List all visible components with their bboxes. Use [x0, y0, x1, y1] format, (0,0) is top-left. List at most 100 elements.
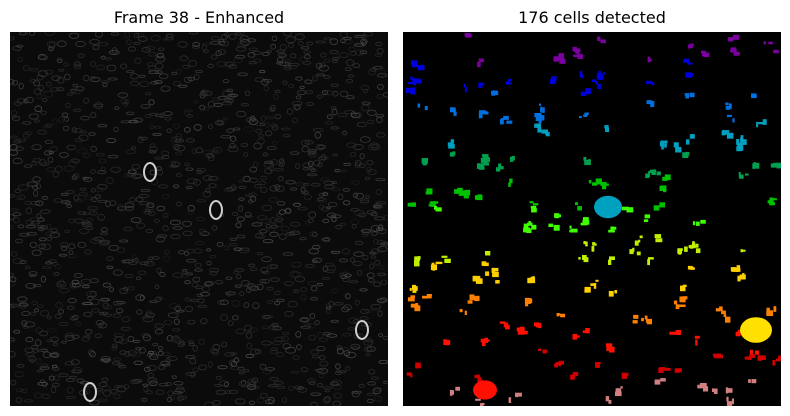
cell-blob [480, 403, 484, 406]
cell-blob [556, 313, 566, 318]
cell-blob [407, 78, 416, 85]
cell-blob [604, 125, 609, 132]
cell-blob [572, 46, 581, 54]
cell-blob [735, 329, 742, 337]
cell-blob [730, 47, 740, 56]
cell-blob [694, 335, 700, 346]
cell-blob [770, 162, 781, 169]
cell-blob [530, 205, 537, 213]
cell-blob [736, 142, 744, 152]
cell-blob [584, 286, 591, 293]
cell-blob [550, 76, 557, 85]
cell-blob [673, 142, 682, 153]
cell-blob [463, 83, 467, 93]
cell-blob [478, 110, 489, 119]
cell-blob [417, 103, 428, 111]
cell-blob [697, 383, 709, 392]
cell-blob [740, 249, 746, 253]
cell-blob [595, 362, 601, 368]
cell-blob [646, 80, 655, 86]
cell-blob [726, 132, 734, 139]
cell-blob [685, 72, 694, 78]
cell-blob [725, 102, 732, 110]
cell-blob [680, 284, 687, 292]
cell-blob [464, 32, 472, 38]
cell-blob [687, 43, 694, 49]
bright-cell-right [355, 320, 369, 340]
cell-blob [687, 265, 695, 270]
cell-blob [485, 251, 491, 256]
cell-blob [575, 202, 582, 211]
cell-segmentation-canvas [403, 32, 781, 406]
cell-blob [596, 70, 606, 80]
cell-blob [459, 309, 467, 315]
cell-blob [744, 354, 756, 360]
cell-blob [591, 242, 597, 252]
cell-blob [481, 261, 489, 267]
cell-blob [580, 217, 590, 226]
cell-blob [712, 388, 718, 394]
cell-blob [721, 130, 730, 136]
cell-blob [480, 337, 490, 347]
large-cell-yellow [740, 317, 772, 343]
cell-blob [632, 314, 639, 324]
cell-blob [480, 154, 490, 163]
cell-blob [474, 374, 483, 383]
cell-blob [570, 372, 579, 380]
cell-blob [750, 349, 759, 356]
cell-blob [647, 56, 652, 63]
enhanced-frame-image [10, 32, 388, 406]
cell-blob [524, 297, 533, 307]
cell-blob [499, 115, 513, 125]
cell-blob [434, 205, 442, 212]
bright-cell-center [209, 200, 223, 220]
cell-blob [643, 214, 650, 222]
cell-blob [683, 58, 693, 65]
cell-blob [428, 201, 439, 207]
cell-blob [748, 379, 757, 384]
cell-blob [467, 294, 480, 304]
cell-blob [646, 100, 655, 107]
cell-blob [534, 123, 542, 133]
cell-blob [621, 372, 629, 379]
cell-blob [723, 314, 731, 323]
cell-blob [658, 367, 671, 373]
cell-blob [407, 295, 415, 302]
cell-blob [597, 36, 606, 44]
cell-blob [527, 221, 537, 230]
cell-blob [715, 306, 726, 315]
cell-blob [508, 178, 513, 187]
cell-blob [689, 243, 701, 254]
cell-blob [600, 181, 609, 190]
cell-blob [538, 103, 545, 113]
cell-blob [647, 257, 654, 266]
cell-blob [757, 355, 766, 361]
cell-blob [621, 206, 634, 213]
cell-blob [476, 160, 489, 170]
cell-blob [580, 88, 591, 96]
cell-blob [659, 140, 668, 150]
cell-blob [534, 322, 542, 329]
cell-blob [591, 79, 601, 89]
cell-blob [421, 158, 428, 166]
cell-blob [756, 119, 767, 128]
cell-blob [450, 107, 457, 116]
cell-blob [422, 294, 432, 299]
cell-blob [727, 34, 740, 42]
cell-blob [662, 174, 671, 181]
cell-blob [495, 280, 500, 284]
cell-blob [752, 162, 760, 169]
cell-blob [726, 396, 734, 406]
cell-blob [572, 333, 580, 340]
cell-blob [508, 392, 522, 403]
cell-blob [767, 197, 777, 206]
cell-blob [641, 315, 652, 325]
cell-blob [538, 115, 545, 124]
cell-blob [496, 163, 504, 172]
cell-blob [499, 321, 510, 330]
cell-blob [751, 93, 757, 99]
right-panel-title: 176 cells detected [518, 8, 666, 27]
cell-blob [569, 225, 578, 233]
cell-blob [527, 276, 536, 284]
cell-blob [582, 328, 590, 334]
